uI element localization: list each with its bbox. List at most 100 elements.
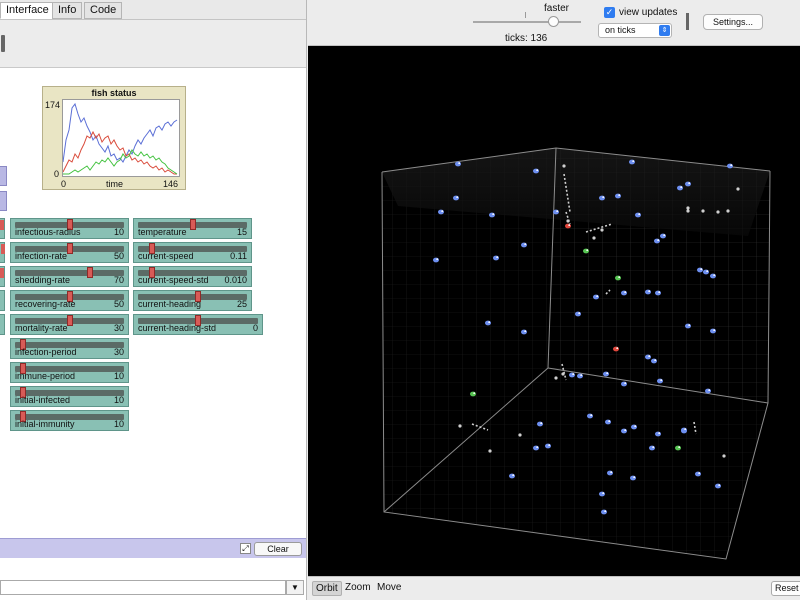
slider-knob[interactable] <box>149 267 156 278</box>
fish-agent <box>455 161 461 167</box>
toolbar-grip-icon[interactable] <box>686 13 689 30</box>
slider-track[interactable] <box>138 246 247 252</box>
fish-agent <box>605 419 611 425</box>
fish-agent <box>615 193 621 199</box>
slider-label: initial-infected <box>15 395 71 405</box>
fish-status-plot[interactable]: fish status 174 0 0 time 146 <box>42 86 186 190</box>
slider-track[interactable] <box>15 414 124 420</box>
slider-label: current-speed <box>138 251 194 261</box>
expand-arrows-icon[interactable]: ⤢ <box>240 543 251 554</box>
slider-knob[interactable] <box>194 291 201 302</box>
slider-label: mortality-rate <box>15 323 68 333</box>
slider-infectious-radius[interactable]: infectious-radius 10 <box>10 218 129 239</box>
view-control-bar: Orbit Zoom Move Reset Perspective <box>308 576 800 600</box>
fish-trail <box>563 173 571 213</box>
command-input[interactable] <box>0 580 286 595</box>
setup-button-stub[interactable] <box>0 166 7 186</box>
slider-knob[interactable] <box>20 411 27 422</box>
move-button[interactable]: Move <box>377 582 402 593</box>
slider-value: 10 <box>113 227 124 237</box>
slider-label: recovering-rate <box>15 299 76 309</box>
slider-initial-infected[interactable]: initial-infected 10 <box>10 386 129 407</box>
slider-value: 0.010 <box>224 275 247 285</box>
orbit-button[interactable]: Orbit <box>312 581 342 596</box>
plot-x-max-label: 146 <box>163 179 179 189</box>
slider-value: 30 <box>113 323 124 333</box>
slider-knob[interactable] <box>66 315 73 326</box>
fish-agent <box>489 212 495 218</box>
zoom-button[interactable]: Zoom <box>345 582 371 593</box>
fish-agent <box>599 491 605 497</box>
go-button-stub[interactable] <box>0 191 7 211</box>
fish-agent <box>716 210 720 214</box>
slider-knob[interactable] <box>86 267 93 278</box>
slider-track[interactable] <box>15 390 124 396</box>
tab-interface[interactable]: Interface <box>0 2 55 19</box>
fish-agent <box>710 328 716 334</box>
slider-value: 0.11 <box>230 251 247 261</box>
slider-track[interactable] <box>138 270 247 276</box>
slider-value: 30 <box>113 347 124 357</box>
slider-knob[interactable] <box>20 387 27 398</box>
slider-stub-5[interactable] <box>0 314 5 335</box>
slider-initial-immunity[interactable]: initial-immunity 10 <box>10 410 129 431</box>
slider-knob[interactable] <box>66 291 73 302</box>
chevron-down-icon[interactable]: ▼ <box>286 580 304 595</box>
slider-knob[interactable] <box>149 243 156 254</box>
slider-current-heading[interactable]: current-heading 25 <box>133 290 252 311</box>
slider-current-speed-std[interactable]: current-speed-std 0.010 <box>133 266 252 287</box>
slider-knob[interactable] <box>66 219 73 230</box>
slider-track[interactable] <box>15 270 124 276</box>
fish-agent <box>629 159 635 165</box>
slider-stub-2[interactable] <box>0 242 5 263</box>
slider-temperature[interactable]: temperature 15 <box>133 218 252 239</box>
plot-x-min-label: 0 <box>61 179 67 189</box>
fish-agent <box>470 391 476 397</box>
tab-info[interactable]: Info <box>52 2 83 19</box>
toolbar-grip-icon[interactable] <box>1 35 5 52</box>
slider-label: current-heading <box>138 299 202 309</box>
fish-agent <box>583 248 589 254</box>
update-mode-select[interactable]: on ticks ⇕ <box>598 23 672 38</box>
fish-agent <box>681 427 687 433</box>
slider-shedding-rate[interactable]: shedding-rate 70 <box>10 266 129 287</box>
slider-knob[interactable] <box>195 315 201 326</box>
speed-slider-track[interactable] <box>473 21 581 23</box>
slider-current-heading-std[interactable]: current-heading-std 0 <box>133 314 263 335</box>
fish-agent <box>645 354 651 360</box>
fish-agent <box>655 290 661 296</box>
slider-stub-1[interactable] <box>0 218 5 239</box>
slider-track[interactable] <box>15 342 124 348</box>
slider-knob[interactable] <box>189 219 196 230</box>
settings-button[interactable]: Settings... <box>703 14 763 30</box>
slider-immune-period[interactable]: immune-period 10 <box>10 362 129 383</box>
tab-code[interactable]: Code <box>84 2 123 19</box>
clear-button[interactable]: Clear <box>254 542 302 556</box>
slider-infection-period[interactable]: infection-period 30 <box>10 338 129 359</box>
slider-infection-rate[interactable]: infection-rate 50 <box>10 242 129 263</box>
3d-cube-scene[interactable] <box>308 46 800 576</box>
slider-knob[interactable] <box>20 363 27 374</box>
plot-lines <box>62 102 178 175</box>
plot-y-min-label: 0 <box>54 169 60 179</box>
slider-stub-4[interactable] <box>0 290 5 311</box>
slider-track[interactable] <box>15 366 124 372</box>
reset-perspective-button[interactable]: Reset Perspective <box>771 581 800 596</box>
slider-recovering-rate[interactable]: recovering-rate 50 <box>10 290 129 311</box>
speed-slider-knob[interactable] <box>548 16 559 27</box>
3d-world-view[interactable] <box>308 46 800 576</box>
fish-agent <box>697 267 703 273</box>
slider-track[interactable] <box>138 294 247 300</box>
slider-stub-3[interactable] <box>0 266 5 287</box>
fish-agent <box>553 209 559 215</box>
fish-trail <box>585 223 613 233</box>
slider-knob[interactable] <box>66 243 73 254</box>
view-updates-label: view updates <box>619 7 678 18</box>
slider-mortality-rate[interactable]: mortality-rate 30 <box>10 314 129 335</box>
view-updates-checkbox[interactable]: ✓ <box>604 7 615 18</box>
fish-agent <box>621 428 627 434</box>
slider-current-speed[interactable]: current-speed 0.11 <box>133 242 252 263</box>
slider-label: infection-period <box>15 347 77 357</box>
slider-knob[interactable] <box>20 339 27 350</box>
